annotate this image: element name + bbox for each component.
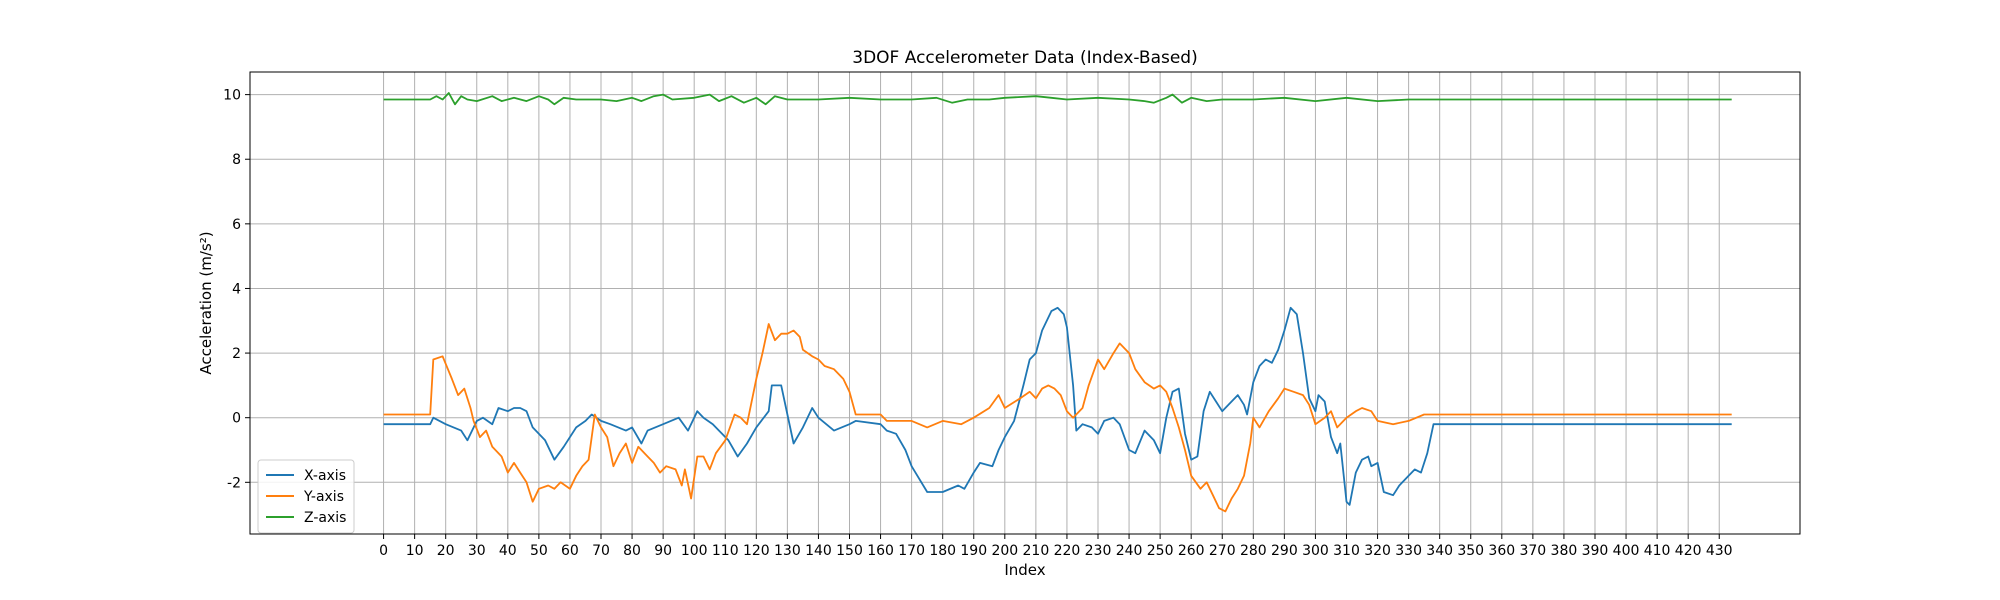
x-tick-label: 220: [1054, 543, 1081, 559]
x-tick-label: 130: [774, 543, 801, 559]
legend: X-axis Y-axis Z-axis: [257, 459, 355, 534]
y-tick-label: -2: [227, 475, 241, 491]
x-tick-label: 70: [592, 543, 610, 559]
x-tick-label: 430: [1706, 543, 1733, 559]
series-line-y-axis: [383, 323, 1732, 513]
x-tick-label: 140: [805, 543, 832, 559]
axis-ticks: 0 10 20 30 40 50 60 70 80 90 100 110 120 130 140 150 160…: [223, 88, 1732, 559]
x-tick-label: 80: [623, 543, 641, 559]
x-tick-label: 280: [1240, 543, 1267, 559]
x-tick-label: 20: [437, 543, 455, 559]
grid-lines: [250, 72, 1800, 534]
x-tick-label: 170: [898, 543, 925, 559]
x-tick-label: 380: [1551, 543, 1578, 559]
x-tick-label: 400: [1613, 543, 1640, 559]
x-tick-label: 290: [1271, 543, 1298, 559]
y-tick-label: 8: [232, 152, 241, 168]
series-line-z-axis: [383, 92, 1732, 106]
y-axis-label: Acceleration (m/s²): [197, 231, 215, 374]
x-tick-label: 190: [960, 543, 987, 559]
x-tick-label: 340: [1426, 543, 1453, 559]
x-tick-label: 410: [1644, 543, 1671, 559]
x-tick-label: 310: [1333, 543, 1360, 559]
x-tick-label: 330: [1395, 543, 1422, 559]
x-tick-label: 100: [681, 543, 708, 559]
x-tick-label: 350: [1457, 543, 1484, 559]
x-tick-label: 320: [1364, 543, 1391, 559]
chart-title: 3DOF Accelerometer Data (Index-Based): [852, 48, 1197, 68]
x-tick-label: 90: [654, 543, 672, 559]
x-tick-label: 120: [743, 543, 770, 559]
x-tick-label: 240: [1116, 543, 1143, 559]
x-tick-label: 40: [499, 543, 517, 559]
y-tick-label: 6: [232, 217, 241, 233]
x-tick-label: 250: [1147, 543, 1174, 559]
x-tick-label: 150: [836, 543, 863, 559]
y-tick-label: 4: [232, 281, 241, 297]
x-tick-label: 420: [1675, 543, 1702, 559]
legend-label: Z-axis: [304, 510, 346, 526]
x-tick-label: 180: [929, 543, 956, 559]
y-tick-label: 10: [223, 88, 241, 104]
x-tick-label: 60: [561, 543, 579, 559]
x-tick-label: 300: [1302, 543, 1329, 559]
x-tick-label: 370: [1519, 543, 1546, 559]
x-tick-label: 210: [1023, 543, 1050, 559]
legend-label: X-axis: [304, 468, 346, 484]
x-tick-label: 270: [1209, 543, 1236, 559]
x-tick-label: 200: [991, 543, 1018, 559]
x-tick-label: 160: [867, 543, 894, 559]
legend-label: Y-axis: [303, 489, 344, 505]
plot-area: [249, 71, 1801, 535]
y-tick-label: 2: [232, 346, 241, 362]
x-tick-label: 260: [1178, 543, 1205, 559]
y-tick-label: 0: [232, 411, 241, 427]
x-tick-label: 50: [530, 543, 548, 559]
x-tick-label: 230: [1085, 543, 1112, 559]
x-tick-label: 390: [1582, 543, 1609, 559]
x-tick-label: 10: [406, 543, 424, 559]
series-line-x-axis: [383, 306, 1732, 506]
legend-box: [257, 459, 355, 534]
x-tick-label: 110: [712, 543, 739, 559]
x-tick-label: 360: [1488, 543, 1515, 559]
x-tick-label: 30: [468, 543, 486, 559]
x-axis-label: Index: [1004, 561, 1045, 579]
series-lines: [383, 92, 1732, 513]
x-tick-label: 0: [379, 543, 388, 559]
